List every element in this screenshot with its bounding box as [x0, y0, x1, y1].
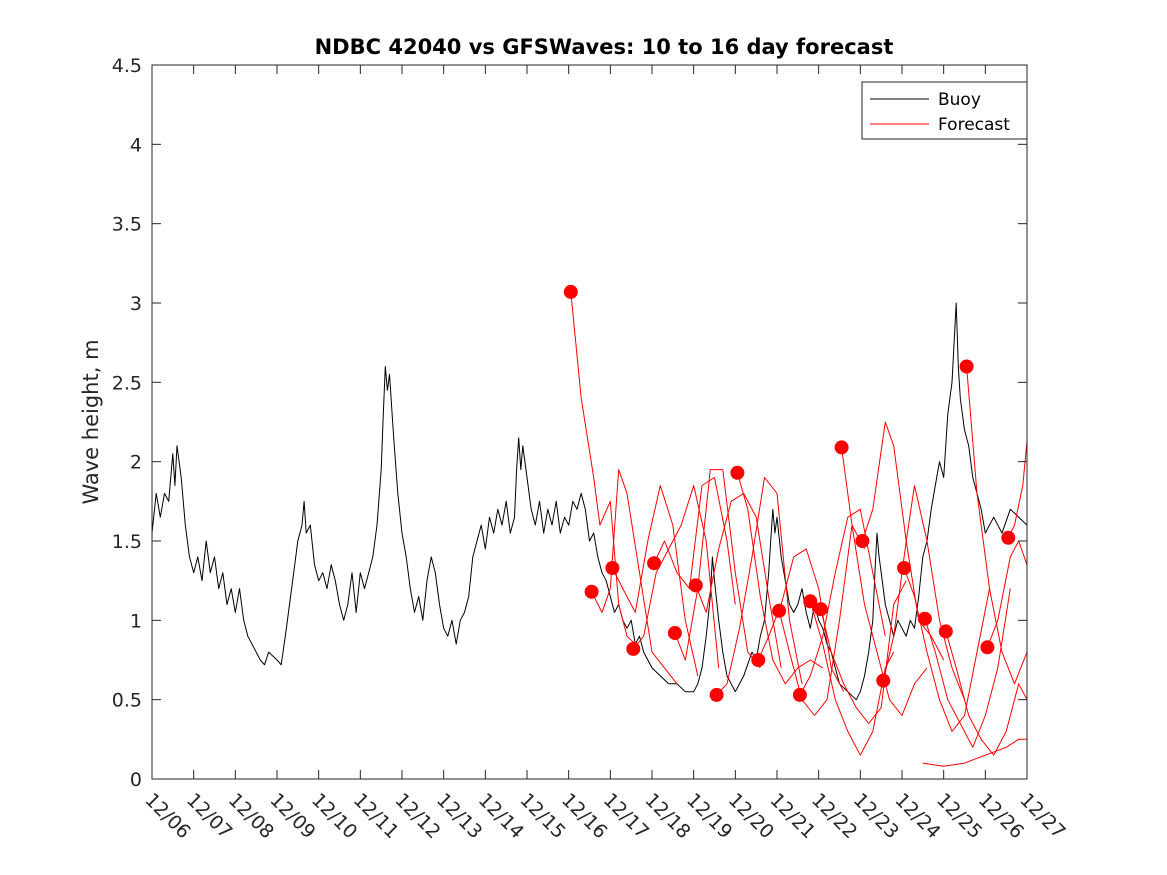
forecast-start-marker [772, 603, 787, 618]
forecast-series-line [570, 291, 636, 645]
forecast-series-line [674, 469, 761, 669]
forecast-start-marker [803, 594, 818, 609]
forecast-series-line [986, 540, 1028, 648]
forecast-series-line [924, 588, 1011, 748]
forecast-series-line [945, 631, 1028, 756]
forecast-series-line [611, 485, 699, 677]
forecast-start-marker [792, 687, 807, 702]
y-tick-label: 0 [130, 769, 142, 791]
y-tick-label: 3.5 [112, 214, 142, 236]
y-tick-label: 0.5 [112, 690, 142, 712]
y-tick-label: 4 [130, 134, 142, 156]
forecast-series-line [820, 580, 907, 724]
forecast-start-marker [980, 640, 995, 655]
legend: Buoy Forecast [861, 81, 1028, 140]
plot-frame [151, 64, 1028, 780]
forecast-series-line [903, 567, 990, 732]
forecast-start-marker [959, 359, 974, 374]
forecast-start-marker [897, 561, 912, 575]
series-layer [151, 291, 1028, 767]
forecast-series-line [695, 492, 782, 668]
forecast-start-markers [563, 284, 1016, 702]
forecast-start-marker [834, 440, 849, 455]
forecast-start-marker [876, 673, 891, 688]
forecast-start-marker [626, 641, 641, 656]
forecast-series-line [966, 366, 1028, 685]
legend-label-buoy: Buoy [938, 90, 981, 110]
forecast-start-marker [647, 556, 662, 571]
forecast-series-line [757, 548, 845, 692]
y-tick-label: 2 [130, 452, 142, 474]
forecast-start-marker [605, 561, 620, 575]
forecast-series-line [591, 469, 678, 685]
forecast-series-line [778, 524, 865, 716]
forecast-start-marker [917, 611, 932, 626]
forecast-start-marker [688, 578, 703, 593]
forecast-start-marker [667, 626, 682, 640]
forecast-series-line [799, 508, 886, 696]
forecast-start-marker [730, 465, 745, 480]
y-tick-label: 2.5 [112, 372, 142, 394]
forecast-start-marker [938, 624, 953, 639]
forecast-series-line [922, 738, 1027, 767]
forecast-start-marker [813, 602, 828, 617]
forecast-start-marker [709, 687, 724, 702]
y-tick-label: 1.5 [112, 531, 142, 553]
y-tick-label: 3 [130, 293, 142, 315]
chart-title: NDBC 42040 vs GFSWaves: 10 to 16 day for… [315, 35, 894, 59]
forecast-series-line [736, 472, 824, 685]
buoy-series-line [151, 302, 1028, 701]
forecast-start-marker [1001, 530, 1016, 545]
forecast-series-line [716, 477, 803, 696]
legend-box [861, 81, 1028, 140]
y-axis-label: Wave height, m [79, 339, 103, 504]
forecast-start-marker [855, 534, 870, 548]
legend-label-forecast: Forecast [938, 115, 1010, 135]
plot-area [152, 65, 1027, 779]
y-tick-label: 4.5 [112, 55, 142, 77]
forecast-start-marker [751, 653, 766, 667]
y-tick-label: 1 [130, 610, 142, 632]
forecast-start-marker [563, 284, 578, 299]
forecast-series-line [653, 477, 736, 605]
forecast-start-marker [584, 584, 599, 599]
forecast-series-line [1007, 440, 1028, 539]
forecast-series-line [882, 485, 965, 700]
